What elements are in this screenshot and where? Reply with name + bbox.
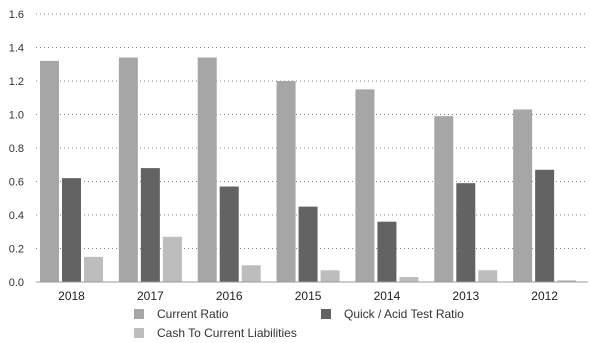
y-tick-label: 1.0 [9, 110, 24, 122]
legend-label: Quick / Acid Test Ratio [344, 307, 464, 321]
legend: Current Ratio Quick / Acid Test Ratio Cash… [134, 307, 464, 340]
y-axis: 0.0 0.2 0.4 0.6 0.8 1.0 1.2 1.4 1.6 [9, 9, 24, 289]
bar-current-ratio-2015 [276, 81, 296, 282]
y-tick-label: 0.0 [9, 277, 24, 289]
bar-quick-acid-test-ratio-2014 [377, 221, 397, 282]
bar-current-ratio-2012 [513, 109, 533, 282]
bar-cash-to-current-liabilities-2015 [320, 270, 340, 282]
y-tick-label: 0.2 [9, 244, 24, 256]
bar-quick-acid-test-ratio-2017 [140, 168, 160, 282]
bar-quick-acid-test-ratio-2018 [62, 178, 81, 282]
bar-cash-to-current-liabilities-2017 [162, 236, 182, 282]
y-tick-label: 1.4 [9, 43, 24, 55]
bar-cash-to-current-liabilities-2018 [84, 256, 103, 282]
bar-cash-to-current-liabilities-2012 [557, 280, 577, 282]
y-tick-label: 0.4 [9, 210, 24, 222]
bars [40, 57, 577, 283]
bar-quick-acid-test-ratio-2015 [298, 206, 318, 282]
bar-quick-acid-test-ratio-2012 [535, 169, 555, 282]
bar-cash-to-current-liabilities-2014 [399, 276, 419, 282]
x-tick-label: 2012 [531, 289, 558, 303]
y-tick-label: 1.6 [9, 9, 24, 21]
y-tick-label: 0.8 [9, 143, 24, 155]
y-tick-label: 1.2 [9, 76, 24, 88]
legend-label: Cash To Current Liabilities [157, 326, 297, 340]
bar-current-ratio-2016 [197, 57, 217, 282]
legend-swatch [134, 309, 144, 319]
x-tick-label: 2018 [58, 289, 85, 303]
bar-current-ratio-2013 [434, 116, 454, 282]
bar-quick-acid-test-ratio-2016 [219, 186, 239, 282]
bar-quick-acid-test-ratio-2013 [456, 183, 476, 282]
x-tick-label: 2017 [137, 289, 164, 303]
legend-swatch [321, 309, 331, 319]
bar-current-ratio-2018 [40, 60, 59, 283]
x-tick-label: 2013 [452, 289, 479, 303]
y-tick-label: 0.6 [9, 177, 24, 189]
bar-cash-to-current-liabilities-2013 [478, 270, 498, 282]
bar-cash-to-current-liabilities-2016 [241, 265, 261, 282]
x-tick-label: 2015 [295, 289, 322, 303]
x-tick-label: 2014 [374, 289, 401, 303]
bar-current-ratio-2017 [118, 57, 138, 282]
legend-swatch [134, 328, 144, 338]
x-axis: 2018 2017 2016 2015 2014 2013 2012 [58, 289, 558, 303]
bar-current-ratio-2014 [355, 89, 375, 282]
x-tick-label: 2016 [216, 289, 243, 303]
legend-label: Current Ratio [157, 307, 229, 321]
